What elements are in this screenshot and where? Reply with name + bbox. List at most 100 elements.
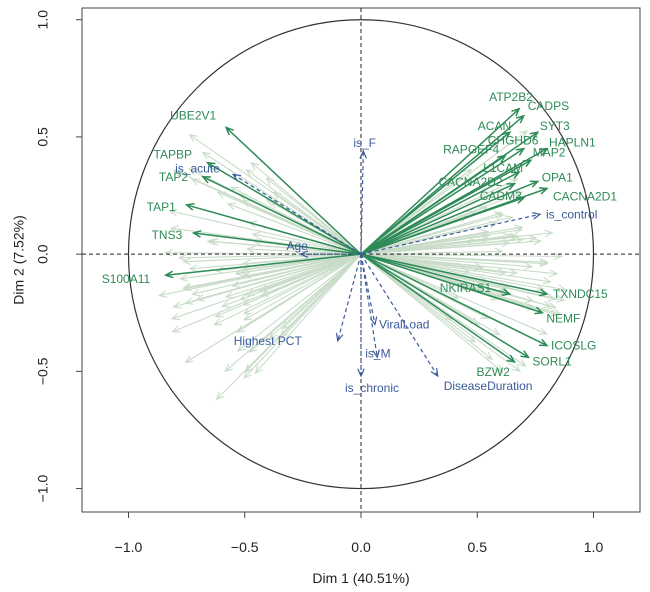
x-tick-label: 0.0 [351, 539, 371, 555]
gene-label: CADM3 [480, 189, 522, 203]
faint-arrow-head [243, 370, 252, 379]
gene-arrow-head [515, 114, 526, 124]
gene-label: NEMF [546, 312, 580, 326]
x-tick-label: −1.0 [115, 539, 143, 555]
gene-arrow-head [191, 230, 202, 238]
supplementary-arrow [360, 253, 439, 377]
faint-arrow [217, 191, 362, 255]
y-tick-label: 0.5 [35, 127, 51, 147]
supplementary-arrow-head [430, 368, 439, 378]
y-tick-label: 0.0 [35, 244, 51, 264]
faint-arrow-head [497, 268, 507, 276]
faint-arrow-head [179, 274, 189, 282]
faint-arrow-head [164, 249, 173, 257]
gene-arrow-head [515, 147, 526, 156]
faint-arrow-head [513, 226, 524, 235]
faint-arrow [243, 253, 362, 379]
gene-arrow-head [201, 175, 211, 184]
gene-arrow-head [501, 288, 512, 296]
faint-arrow-head [169, 225, 180, 233]
faint-arrow [214, 253, 362, 326]
faint-arrow-head [184, 355, 194, 364]
faint-arrow [360, 253, 533, 268]
gene-arrow-head [511, 171, 521, 179]
gene-arrow [360, 155, 506, 255]
faint-arrow-head [236, 343, 246, 352]
y-axis-title: Dim 2 (7.52%) [11, 215, 27, 304]
faint-arrow-head [172, 301, 182, 309]
gene-arrow-head [538, 147, 549, 156]
faint-arrow-head [484, 351, 494, 361]
faint-arrow-head [187, 168, 198, 176]
supplementary-arrow-head [359, 149, 367, 159]
faint-arrow-head [539, 259, 549, 268]
faint-arrow-head [157, 290, 168, 298]
faint-arrow [172, 253, 362, 333]
faint-arrow-head [481, 235, 491, 244]
faint-arrow-head [188, 134, 198, 142]
faint-arrow [227, 203, 362, 255]
axis-ticks: −1.0 −0.5 0.0 0.5 1.0 −1.0 −0.5 0.0 0.5 1.0 [35, 10, 604, 555]
gene-label: OPA1 [542, 170, 573, 184]
faint-arrow-head [542, 277, 552, 285]
faint-arrow-head [493, 211, 504, 219]
supplementary-label: is_chronic [345, 381, 399, 395]
gene-arrow [360, 171, 520, 255]
faint-arrow-head [480, 229, 490, 237]
faint-arrow-head [224, 363, 234, 373]
supplementary-label: DiseaseDuration [444, 379, 533, 393]
supplementary-label: is_acute [175, 161, 220, 175]
gene-label: ATP2B2 [489, 90, 533, 104]
gene-arrow [360, 253, 543, 314]
gene-label: UBE2V1 [170, 109, 216, 123]
faint-arrow-head [243, 307, 253, 315]
faint-arrow-head [245, 288, 255, 297]
faint-arrow-head [184, 297, 194, 305]
faint-arrow-head [502, 232, 512, 241]
faint-arrow-head [254, 365, 263, 375]
faint-arrow-head [450, 292, 460, 299]
faint-arrow-head [206, 238, 216, 246]
gene-label: SYT3 [540, 119, 570, 133]
supplementary-arrow-head [299, 250, 309, 258]
faint-arrow [192, 253, 362, 295]
gene-label: CADPS [528, 99, 569, 113]
faint-arrow [360, 253, 547, 335]
faint-arrow-head [242, 313, 253, 321]
faint-arrow [360, 253, 503, 373]
faint-arrow [180, 253, 362, 280]
faint-arrow-head [524, 262, 534, 270]
gene-arrow [360, 253, 548, 347]
faint-arrow [254, 253, 362, 374]
faint-arrow-head [260, 289, 270, 297]
gene-arrow [360, 253, 510, 295]
faint-arrow-head [168, 208, 178, 217]
faint-arrow-head [539, 258, 549, 266]
faint-arrow-head [463, 168, 473, 177]
faint-arrow-head [245, 168, 255, 178]
gene-arrow-head [534, 306, 545, 315]
y-tick-label: −1.0 [35, 475, 51, 503]
gene-label: S100A11 [102, 272, 151, 286]
supplementary-arrow-head [231, 173, 242, 182]
faint-arrow-head [265, 177, 275, 186]
faint-arrow-head [226, 202, 237, 210]
faint-arrow [360, 234, 511, 255]
gene-arrow-head [506, 183, 517, 191]
faint-arrow [243, 253, 362, 321]
gene-label: SORL1 [532, 354, 572, 368]
gene-arrow-head [511, 107, 521, 117]
gene-arrow [193, 232, 362, 255]
faint-arrow-head [220, 300, 231, 308]
faint-arrow-head [171, 325, 181, 333]
faint-arrow-head [182, 283, 192, 292]
gene-label: TNS3 [152, 228, 183, 242]
faint-arrow-head [250, 161, 260, 171]
faint-arrow-head [224, 291, 234, 299]
faint-arrow [360, 212, 503, 255]
gene-label: RAPGEF4 [443, 143, 499, 157]
gene-arrow [225, 127, 362, 255]
supplementary-arrow [360, 254, 376, 325]
faint-arrow-head [474, 262, 484, 271]
